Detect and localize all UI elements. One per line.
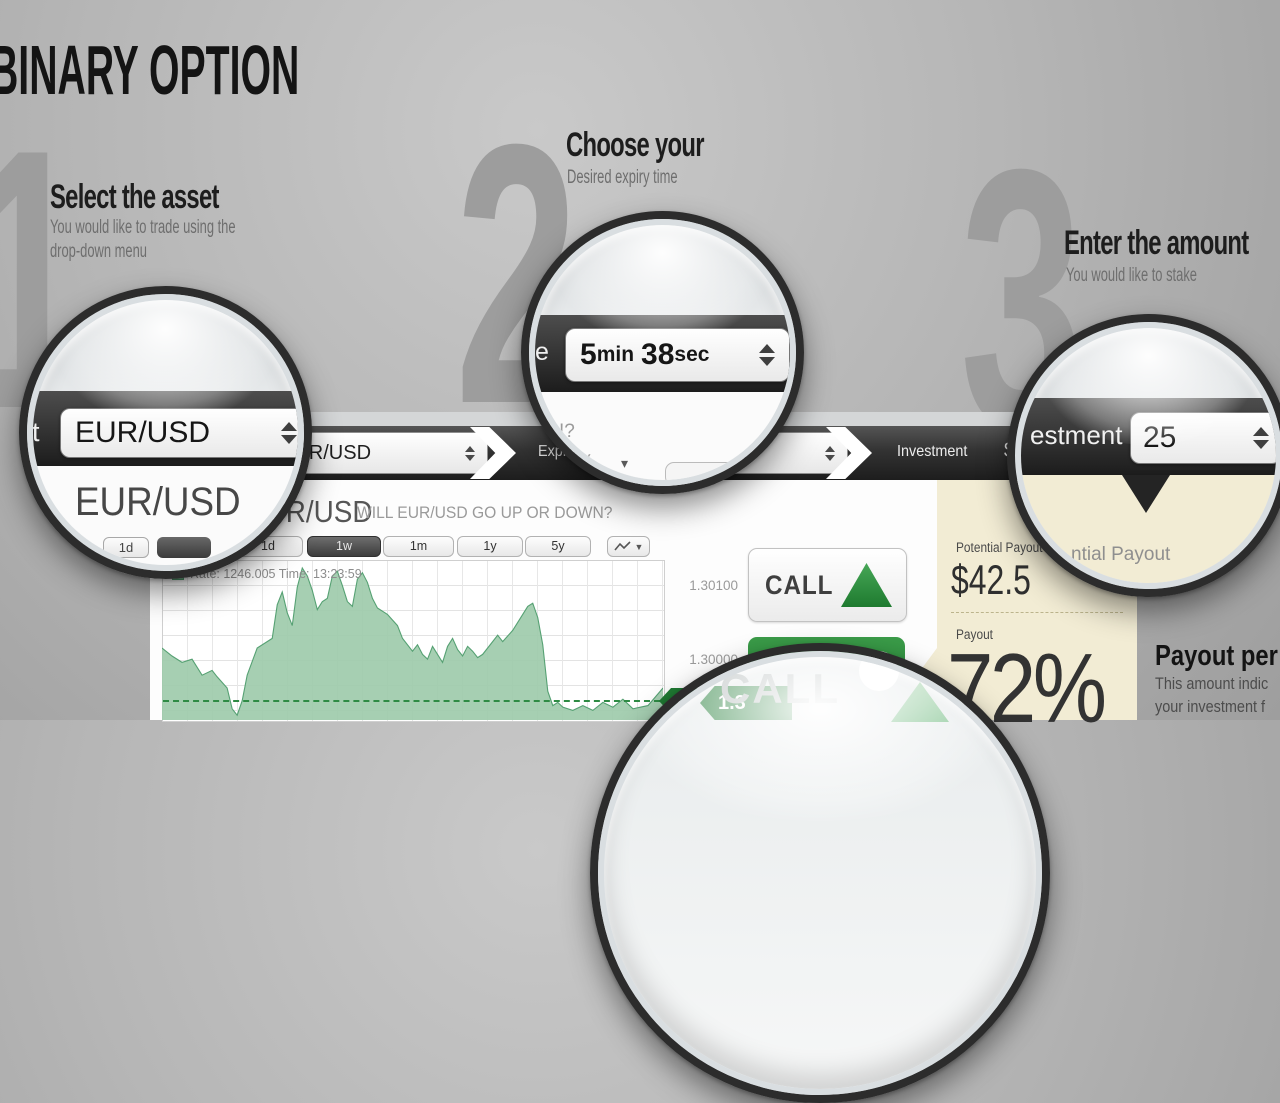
magnifier-asset-glass: t EUR/USD EUR/USD 1d — [27, 294, 304, 571]
investment-label-fragment: estment $ — [1030, 420, 1145, 450]
line-chart-icon — [613, 541, 631, 551]
expiry-minutes: 5 — [580, 338, 597, 371]
call-button[interactable]: CALL — [748, 548, 907, 622]
magnified-question-fragment: !? — [559, 421, 575, 442]
tab-5y[interactable]: 5y — [525, 536, 591, 557]
magnified-highlight-dot — [859, 657, 899, 691]
caret-down-icon: ▾ — [621, 455, 629, 471]
step3-subtext: You would like to stake — [1066, 265, 1197, 286]
stepper-icon — [759, 344, 775, 366]
tab-1y[interactable]: 1y — [457, 536, 523, 557]
expiry-seconds: 38 — [641, 338, 675, 371]
current-rate-line — [163, 700, 660, 702]
magnifier-investment-glass: estment $ 25 ntial Payout — [1015, 322, 1280, 589]
expiry-min-unit: min — [596, 343, 635, 366]
stepper-icon[interactable] — [465, 445, 475, 461]
chart-type-selector[interactable]: ▼ — [607, 536, 650, 557]
rate-area-chart — [162, 560, 663, 720]
magnifier-expiry: e 5 min 38 sec !? Expiry ▾ — [521, 211, 804, 494]
potential-payout-label: Potential Payout — [956, 540, 1043, 555]
magnified-tab-selected-fragment — [157, 537, 211, 558]
asset-label-fragment: t — [32, 417, 40, 447]
chevron-down-icon: ▼ — [634, 541, 644, 552]
magnifier-asset: t EUR/USD EUR/USD 1d — [19, 286, 312, 579]
magnified-pair-heading: EUR/USD — [75, 480, 241, 524]
aside-heading: Payout per — [1155, 640, 1278, 672]
magnified-investment-dropdown[interactable]: 25 — [1130, 412, 1276, 464]
page-title: BINARY OPTION — [0, 31, 300, 109]
magnified-up-triangle-icon — [891, 682, 949, 722]
expiry-sec-unit: sec — [674, 343, 710, 366]
tab-1w[interactable]: 1w — [307, 536, 381, 557]
stepper-icon — [281, 422, 297, 444]
aside-line: This amount indic — [1155, 674, 1269, 693]
step1-heading: Select the asset — [50, 178, 219, 216]
up-triangle-icon — [840, 563, 892, 607]
magnified-call-label: CALL — [720, 665, 840, 712]
magnified-expiry-dropdown[interactable]: 5 min 38 sec — [565, 328, 790, 382]
step2-heading: Choose your — [566, 126, 704, 164]
call-button-label: CALL — [765, 569, 834, 600]
magnified-asset-value: EUR/USD — [75, 416, 211, 449]
magnified-tab-1d: 1d — [103, 537, 149, 558]
step3-heading: Enter the amount — [1064, 224, 1249, 262]
investment-label: Investment — [897, 443, 968, 460]
tab-1m[interactable]: 1m — [383, 536, 454, 557]
potential-payout-value: $42.5 — [951, 556, 1031, 603]
magnified-dropdown-fragment — [665, 462, 747, 480]
aside-line: your investment f — [1155, 697, 1266, 716]
stepper-icon — [1253, 427, 1269, 449]
magnifier-call-glass: 1.3 CALL — [598, 651, 1042, 1095]
magnifier-expiry-glass: e 5 min 38 sec !? Expiry ▾ — [529, 219, 796, 486]
question-text: WILL EUR/USD GO UP OR DOWN? — [357, 503, 613, 522]
magnifier-call: 1.3 CALL — [590, 643, 1050, 1103]
y-axis-tick: 1.30100 — [689, 578, 738, 593]
magnified-investment-value: 25 — [1143, 421, 1177, 454]
magnified-asset-dropdown[interactable]: EUR/USD — [60, 408, 298, 458]
legend-text: Rate: 1246.005 Time: 13:23:59 — [190, 567, 362, 581]
magnifier-investment: estment $ 25 ntial Payout — [1007, 314, 1280, 597]
expiry-label-fragment: e — [535, 338, 549, 366]
toolbar-notch — [1122, 475, 1170, 513]
step1-subtext: You would like to trade using the drop-d… — [50, 217, 236, 262]
step2-subtext: Desired expiry time — [567, 167, 678, 188]
divider — [951, 612, 1123, 613]
stepper-icon[interactable] — [825, 445, 835, 461]
magnified-payout-fragment: ntial Payout — [1071, 544, 1171, 565]
payout-label: Payout — [956, 627, 993, 642]
